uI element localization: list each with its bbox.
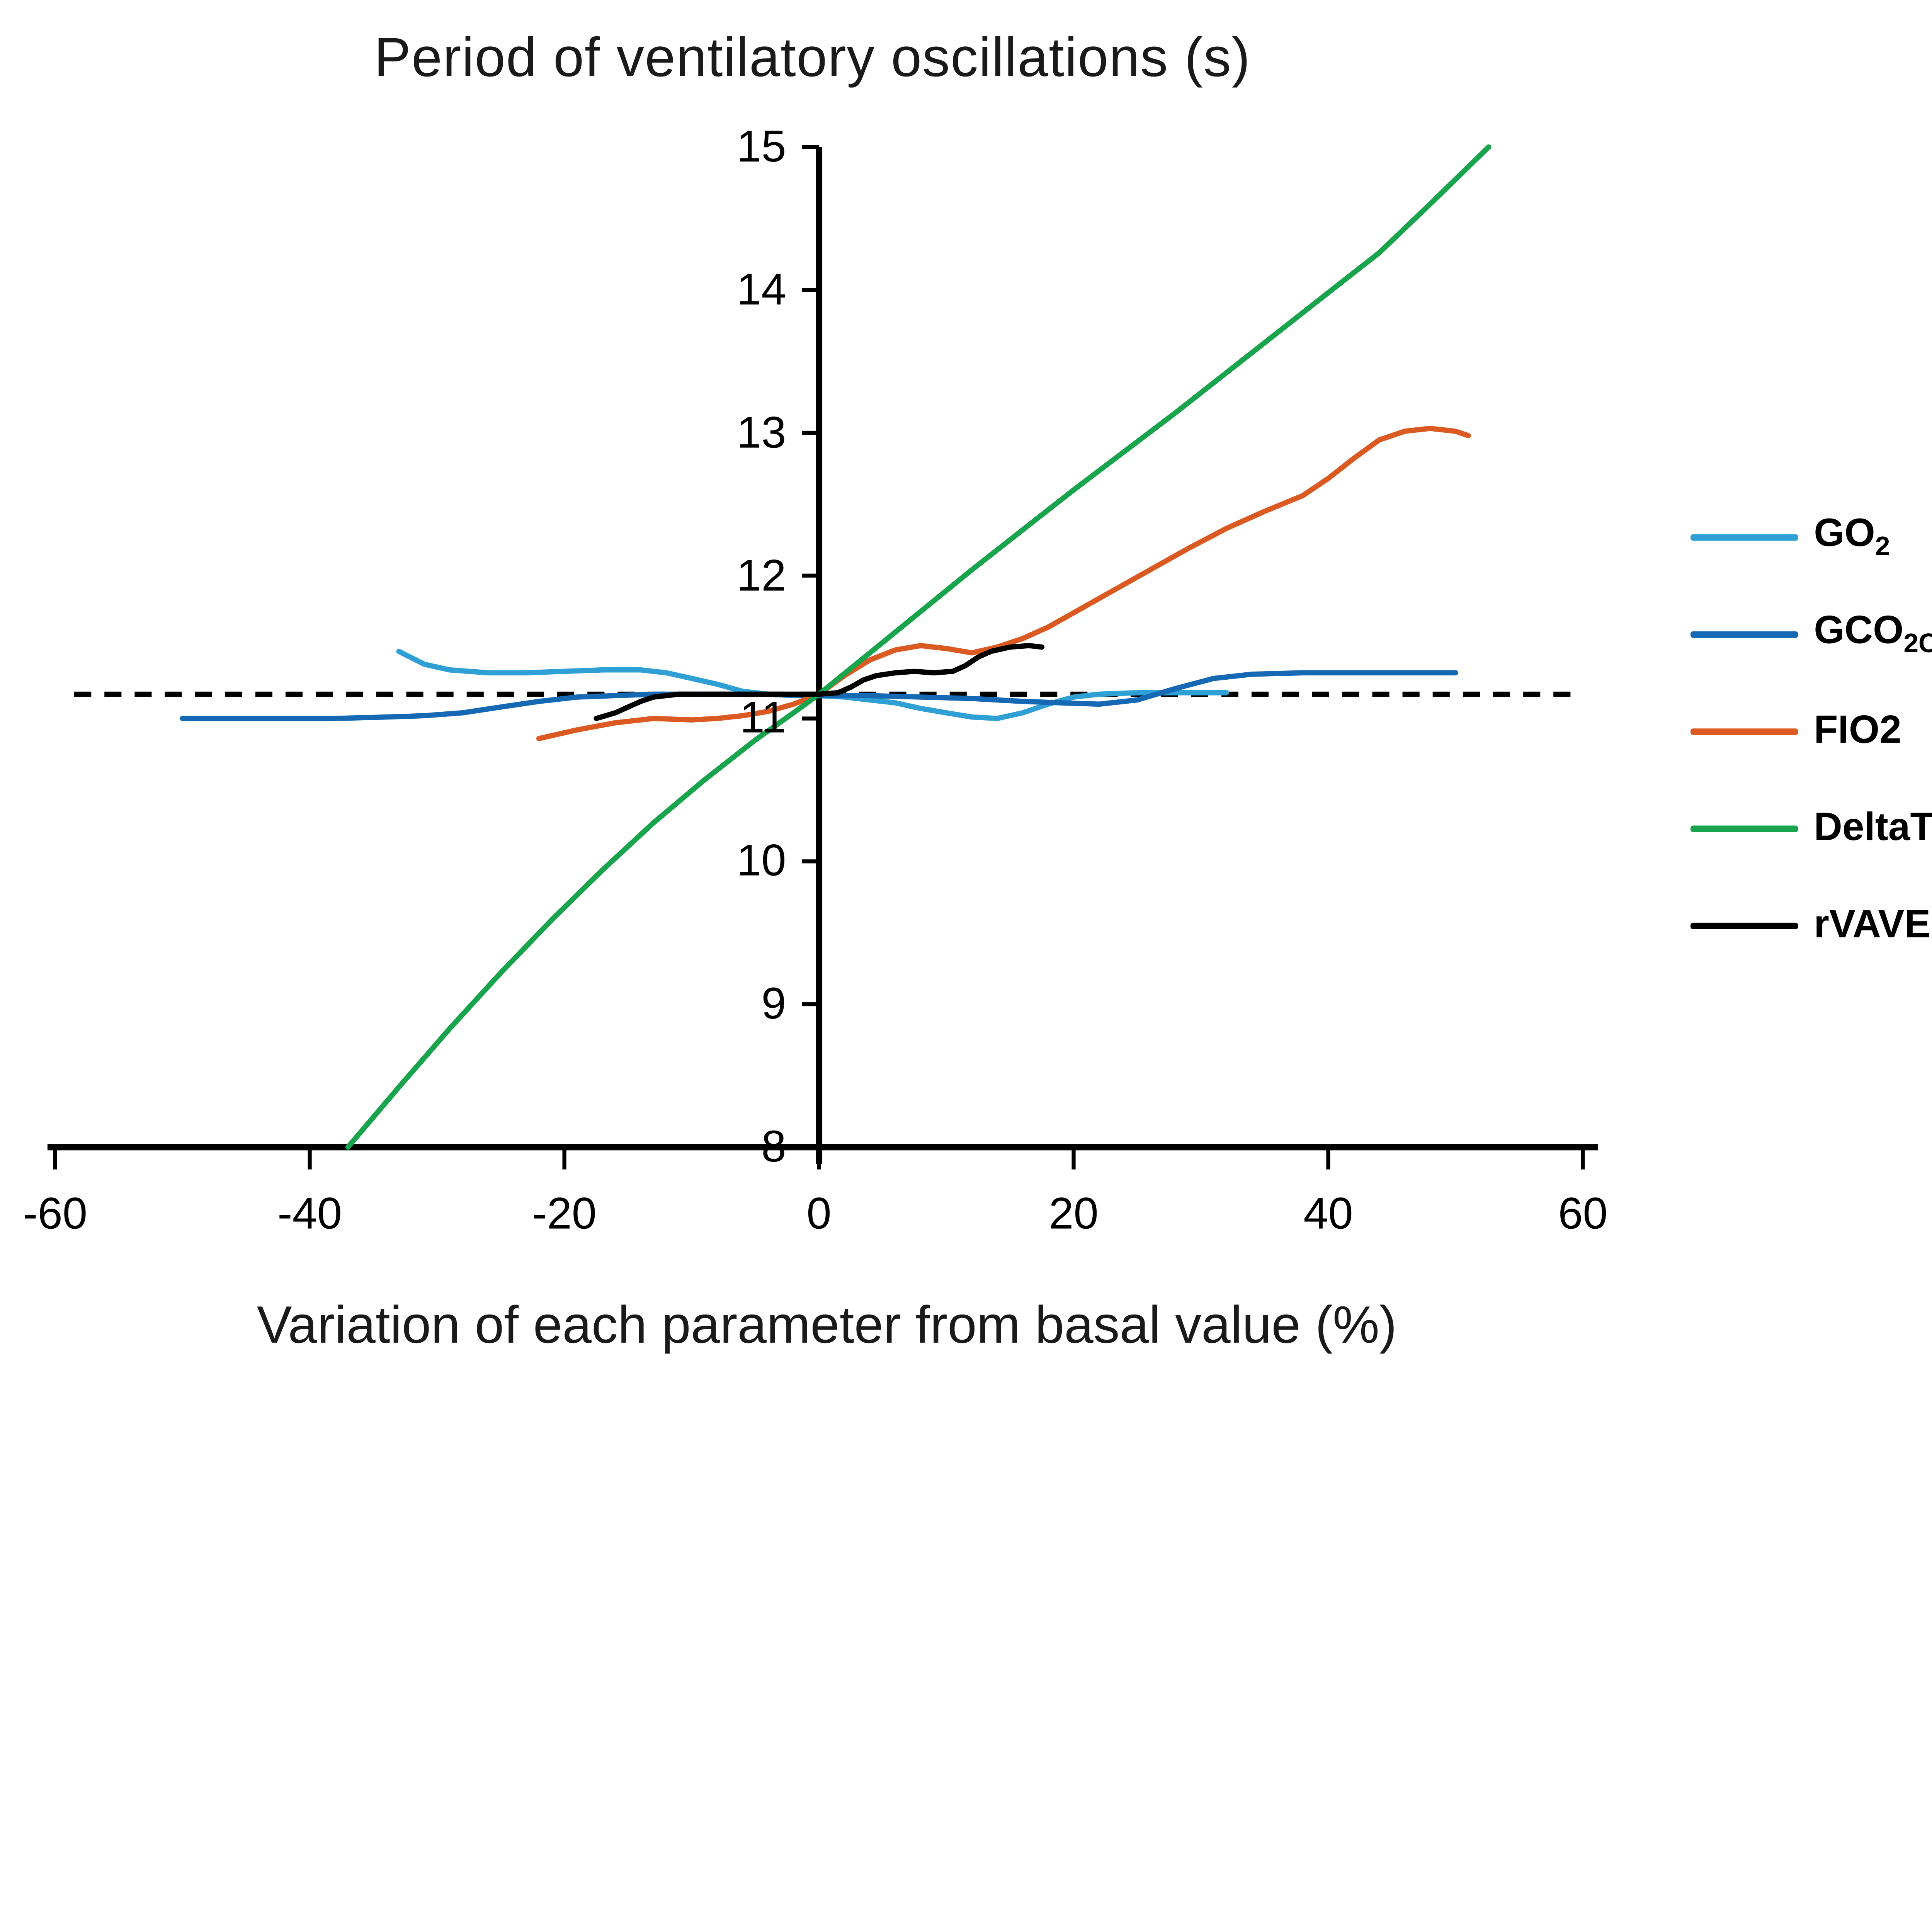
legend-item-DeltaTp: DeltaTp bbox=[1690, 780, 1932, 877]
x-tick-label: 0 bbox=[806, 1189, 832, 1239]
legend-item-GO2: GO2 bbox=[1690, 488, 1932, 585]
legend-label: rVAVE bbox=[1814, 903, 1931, 947]
y-tick-label: 13 bbox=[736, 408, 786, 458]
x-tick-label: -40 bbox=[277, 1189, 342, 1239]
legend-label: GO2 bbox=[1814, 511, 1890, 561]
plot-area bbox=[47, 144, 1599, 1170]
y-tick-label: 10 bbox=[736, 836, 786, 886]
x-tick-label: 60 bbox=[1558, 1189, 1608, 1239]
y-tick-label: 11 bbox=[740, 693, 786, 743]
legend-line-icon bbox=[1690, 533, 1798, 540]
series-rVAVE bbox=[594, 643, 1045, 721]
legend-line-icon bbox=[1690, 631, 1798, 638]
y-tick-label: 12 bbox=[736, 551, 786, 601]
legend-label: FIO2 bbox=[1814, 709, 1901, 752]
series-GO2 bbox=[396, 649, 1229, 721]
y-tick-label: 8 bbox=[761, 1122, 786, 1172]
series-FIO2 bbox=[536, 425, 1471, 742]
chart-title: Period of ventilatory oscillations (s) bbox=[374, 26, 1251, 88]
legend-label: DeltaTp bbox=[1814, 806, 1932, 849]
x-tick-label: 40 bbox=[1303, 1189, 1353, 1239]
x-tick-label: 20 bbox=[1049, 1189, 1099, 1239]
legend-line-icon bbox=[1690, 728, 1798, 735]
chart-figure: Period of ventilatory oscillations (s) 1… bbox=[23, 26, 1932, 1355]
x-tick-label: -60 bbox=[23, 1189, 88, 1239]
y-tick-label: 9 bbox=[761, 979, 786, 1029]
legend: GO2 GCO2C FIO2 DeltaTp rVAVE bbox=[1690, 488, 1932, 974]
x-axis-title: Variation of each parameter from basal v… bbox=[257, 1296, 1397, 1355]
legend-line-icon bbox=[1690, 922, 1798, 929]
legend-item-GCO2C: GCO2C bbox=[1690, 585, 1932, 682]
y-tick-label: 14 bbox=[736, 265, 786, 315]
x-tick-label: -20 bbox=[532, 1189, 597, 1239]
series-DeltaTp bbox=[345, 144, 1492, 1150]
legend-line-icon bbox=[1690, 825, 1798, 832]
legend-label: GCO2C bbox=[1814, 608, 1932, 658]
y-tick-label: 15 bbox=[736, 122, 786, 172]
legend-item-FIO2: FIO2 bbox=[1690, 682, 1932, 779]
legend-item-rVAVE: rVAVE bbox=[1690, 877, 1932, 974]
